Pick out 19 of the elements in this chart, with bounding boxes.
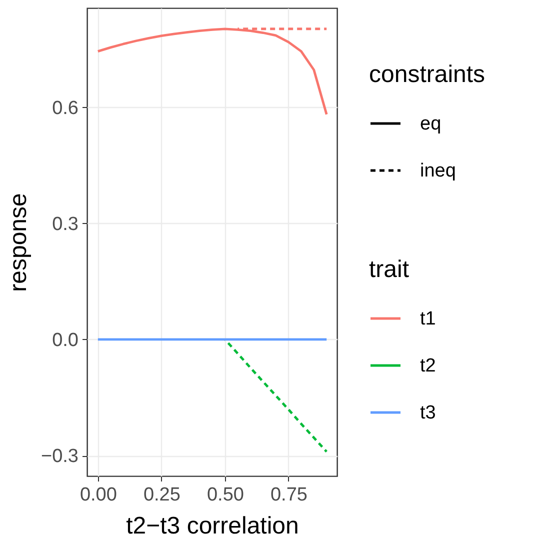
x-axis-title: t2−t3 correlation — [126, 512, 299, 540]
text: constraints — [369, 61, 486, 88]
x-tick-label: 0.00 — [80, 484, 117, 506]
legend-label: t2 — [420, 356, 436, 376]
legend-label: t1 — [420, 308, 436, 330]
legend-label: t3 — [420, 402, 436, 424]
line-series — [224, 338, 328, 453]
text: eq — [420, 114, 442, 134]
y-tick-label: −0.3 — [40, 446, 78, 467]
y-axis-title: response — [4, 193, 32, 292]
y-tick-label: 0.3 — [52, 214, 78, 235]
legend-title: trait — [369, 256, 410, 283]
x-tick-label: 0.75 — [270, 484, 308, 506]
x-tick-label: 0.25 — [143, 484, 180, 506]
y-tick-label: 0.6 — [52, 98, 78, 119]
line-series — [96, 28, 328, 116]
y-tick-label: 0.0 — [52, 330, 78, 351]
x-tick-label: 0.50 — [206, 484, 244, 506]
text: ineq — [420, 160, 456, 182]
